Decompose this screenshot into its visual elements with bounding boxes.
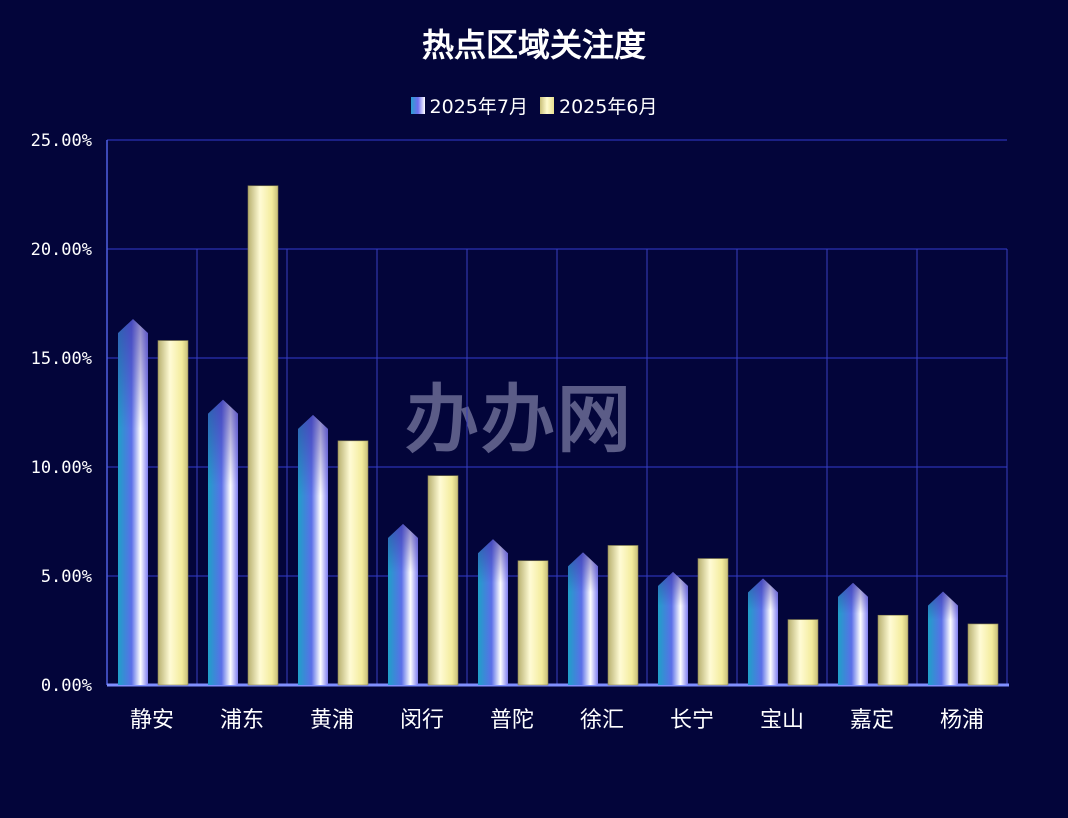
legend-item-july[interactable]: 2025年7月 <box>410 92 528 119</box>
bar-2025-06 <box>607 545 639 686</box>
bar-2025-06 <box>247 185 279 686</box>
x-tick-label: 长宁 <box>670 708 714 733</box>
bar-2025-06 <box>877 614 909 686</box>
x-tick-label: 静安 <box>130 708 174 733</box>
x-tick-label: 宝山 <box>760 708 804 733</box>
bar-2025-07-shade <box>748 578 778 685</box>
bar-2025-07-shade <box>208 399 238 685</box>
x-tick-label: 嘉定 <box>850 708 894 733</box>
bar-2025-06 <box>427 475 459 686</box>
bar-2025-07-shade <box>658 572 688 685</box>
bar-2025-07-shade <box>118 319 148 685</box>
x-tick-label: 杨浦 <box>940 708 984 733</box>
bar-2025-06 <box>697 558 729 686</box>
legend-label-june: 2025年6月 <box>559 96 658 118</box>
watermark: 办办网 <box>405 377 633 463</box>
y-tick-label: 20.00% <box>31 240 92 260</box>
bar-2025-06 <box>337 440 369 686</box>
x-tick-label: 普陀 <box>490 708 534 733</box>
bar-2025-07-shade <box>298 415 328 685</box>
bar-2025-06 <box>157 340 189 686</box>
x-tick-label: 闵行 <box>400 708 444 733</box>
bar-2025-06 <box>517 560 549 686</box>
bar-2025-06 <box>967 623 999 686</box>
x-tick-label: 浦东 <box>220 708 264 733</box>
legend: 2025年7月 2025年6月 <box>0 92 1068 119</box>
legend-item-june[interactable]: 2025年6月 <box>540 92 657 119</box>
bar-2025-07-shade <box>388 524 418 685</box>
legend-label-july: 2025年7月 <box>429 96 528 118</box>
legend-swatch-july <box>410 97 425 114</box>
bar-2025-07-shade <box>478 539 508 685</box>
y-tick-label: 0.00% <box>41 676 92 696</box>
bar-2025-07-shade <box>568 552 598 685</box>
y-tick-label: 10.00% <box>31 458 92 478</box>
y-tick-label: 15.00% <box>31 349 92 369</box>
legend-swatch-june <box>540 97 554 114</box>
bar-2025-07-shade <box>928 591 958 685</box>
y-tick-label: 25.00% <box>31 131 92 151</box>
bar-2025-06 <box>787 619 819 686</box>
y-tick-label: 5.00% <box>41 567 92 587</box>
x-tick-label: 黄浦 <box>310 708 354 733</box>
chart-title: 热点区域关注度 <box>421 26 646 64</box>
bar-2025-07-shade <box>838 582 868 685</box>
x-tick-label: 徐汇 <box>580 708 624 733</box>
